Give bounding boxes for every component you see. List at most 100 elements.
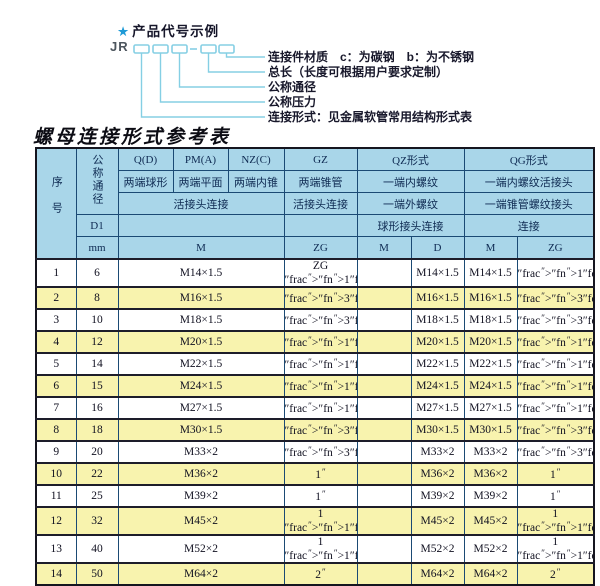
table-row: 28M16×1.5″frac″>″fn″>3″fd″>8″M16×1.5M16×…: [35, 286, 595, 310]
label-total-length: 总长（长度可根据用户要求定制）: [268, 65, 449, 79]
header-col-pm: PM(A): [172, 147, 229, 171]
header-unit-qg-zg: ZG: [516, 236, 595, 260]
cell-zg: 1 ″frac″>″fn″>1″fd″>2″: [283, 534, 358, 564]
cell-qz_m: [356, 258, 412, 288]
code-box-3: [171, 44, 188, 54]
cell-no: 7: [35, 396, 77, 420]
table-title: 螺母连接形式参考表: [33, 127, 232, 148]
cell-qg_m: M52×2: [463, 534, 518, 564]
header-ball-joint-qz: 球形接头连接: [356, 214, 465, 237]
cell-qg_zg: 1″: [516, 462, 595, 486]
cell-no: 5: [35, 352, 77, 376]
header-col-qz: QZ形式: [356, 147, 465, 171]
cell-zg: 1″: [283, 462, 358, 486]
cell-no: 4: [35, 330, 77, 354]
cell-qz_d: M33×2: [410, 440, 465, 464]
cell-qg_zg: ″frac″>″fn″>3″fd″>4″: [516, 418, 595, 442]
header-col-gz: GZ: [283, 147, 358, 171]
cell-m: M39×2: [117, 484, 285, 508]
header-union-gz: 活接头连接: [283, 192, 358, 215]
cell-m: M22×1.5: [117, 352, 285, 376]
cell-qz_m: [356, 374, 412, 398]
cell-dn: 10: [75, 308, 119, 332]
cell-zg: ″frac″>″fn″>3″fd″>4″: [283, 418, 358, 442]
cell-qz_m: [356, 484, 412, 508]
cell-qz_d: M45×2: [410, 506, 465, 536]
cell-no: 10: [35, 462, 77, 486]
cell-dn: 15: [75, 374, 119, 398]
cell-zg: ″frac″>″fn″>3″fd″>8″: [283, 286, 358, 310]
header-connect-qg: 连接: [463, 214, 595, 237]
cell-m: M16×1.5: [117, 286, 285, 310]
cell-dn: 12: [75, 330, 119, 354]
header-unit-m: M: [117, 236, 285, 260]
cell-m: M52×2: [117, 534, 285, 564]
cell-qg_m: M16×1.5: [463, 286, 518, 310]
nut-connection-reference-table: 序号 公称通径 Q(D) PM(A) NZ(C) GZ QZ形式 QG形式 两端…: [35, 147, 596, 586]
cell-dn: 18: [75, 418, 119, 442]
cell-m: M64×2: [117, 562, 285, 586]
cell-qz_m: [356, 330, 412, 354]
header-sub-nz: 两端内锥: [227, 170, 285, 193]
product-code-prefix: JR: [110, 39, 129, 54]
cell-zg: ZG ″frac″>″fn″>1″fd″>4″: [283, 258, 358, 288]
diagram-heading: ★ 产品代号示例: [117, 20, 219, 40]
cell-zg: ″frac″>″fn″>1″fd″>2″: [283, 330, 358, 354]
table-row: 412M20×1.5″frac″>″fn″>1″fd″>2″M20×1.5M20…: [35, 330, 595, 354]
header-unit-qz-d: D: [410, 236, 465, 260]
cell-dn: 50: [75, 562, 119, 586]
cell-qg_m: M45×2: [463, 506, 518, 536]
header-d1: D1: [75, 214, 119, 237]
cell-qg_m: M22×1.5: [463, 352, 518, 376]
cell-qz_d: M30×1.5: [410, 418, 465, 442]
connector-line-pressure: [159, 53, 265, 103]
header-unit-qz-m: M: [356, 236, 412, 260]
cell-no: 14: [35, 562, 77, 586]
header-taper-joint-qg: 一端锥管螺纹接头: [463, 192, 595, 215]
cell-qz_m: [356, 352, 412, 376]
code-box-1: [133, 44, 150, 54]
cell-zg: ″frac″>″fn″>3″fd″>4″: [283, 440, 358, 464]
connector-line-diameter: [178, 53, 265, 88]
label-connection-form: 连接形式：见金属软管常用结构形式表: [268, 110, 473, 124]
cell-no: 12: [35, 506, 77, 536]
cell-dn: 25: [75, 484, 119, 508]
header-col-nz: NZ(C): [227, 147, 285, 171]
cell-dn: 22: [75, 462, 119, 486]
cell-qg_m: M18×1.5: [463, 308, 518, 332]
cell-zg: ″frac″>″fn″>1″fd″>2″: [283, 396, 358, 420]
header-sub-q: 两端球形: [117, 170, 174, 193]
cell-dn: 20: [75, 440, 119, 464]
cell-no: 9: [35, 440, 77, 464]
cell-qg_m: M20×1.5: [463, 330, 518, 354]
table-row: 514M22×1.5″frac″>″fn″>1″fd″>2″M22×1.5M22…: [35, 352, 595, 376]
cell-zg: ″frac″>″fn″>1″fd″>2″: [283, 352, 358, 376]
header-unit-qg-m: M: [463, 236, 518, 260]
cell-zg: ″frac″>″fn″>3″fd″>8″: [283, 308, 358, 332]
cell-qz_d: M20×1.5: [410, 330, 465, 354]
cell-qg_m: M64×2: [463, 562, 518, 586]
cell-zg: 2″: [283, 562, 358, 586]
cell-qg_zg: ″frac″>″fn″>3″fd″>8″: [516, 286, 595, 310]
cell-m: M18×1.5: [117, 308, 285, 332]
header-sub-qz: 一端内螺纹: [356, 170, 465, 193]
cell-qz_d: M39×2: [410, 484, 465, 508]
cell-dn: 8: [75, 286, 119, 310]
cell-qz_m: [356, 286, 412, 310]
cell-qz_d: M52×2: [410, 534, 465, 564]
cell-qg_zg: ″frac″>″fn″>3″fd″>8″: [516, 308, 595, 332]
cell-qg_zg: 1″: [516, 484, 595, 508]
cell-qz_d: M18×1.5: [410, 308, 465, 332]
header-unit-zg: ZG: [283, 236, 358, 260]
table-row: 14 50 M64×2 2″ M64×2 M64×2 2″: [35, 562, 595, 586]
label-nominal-diameter: 公称通径: [268, 80, 317, 94]
cell-m: M30×1.5: [117, 418, 285, 442]
cell-no: 11: [35, 484, 77, 508]
cell-m: M24×1.5: [117, 374, 285, 398]
connector-line-length: [207, 53, 265, 73]
cell-dn: 16: [75, 396, 119, 420]
cell-m: M14×1.5: [117, 258, 285, 288]
